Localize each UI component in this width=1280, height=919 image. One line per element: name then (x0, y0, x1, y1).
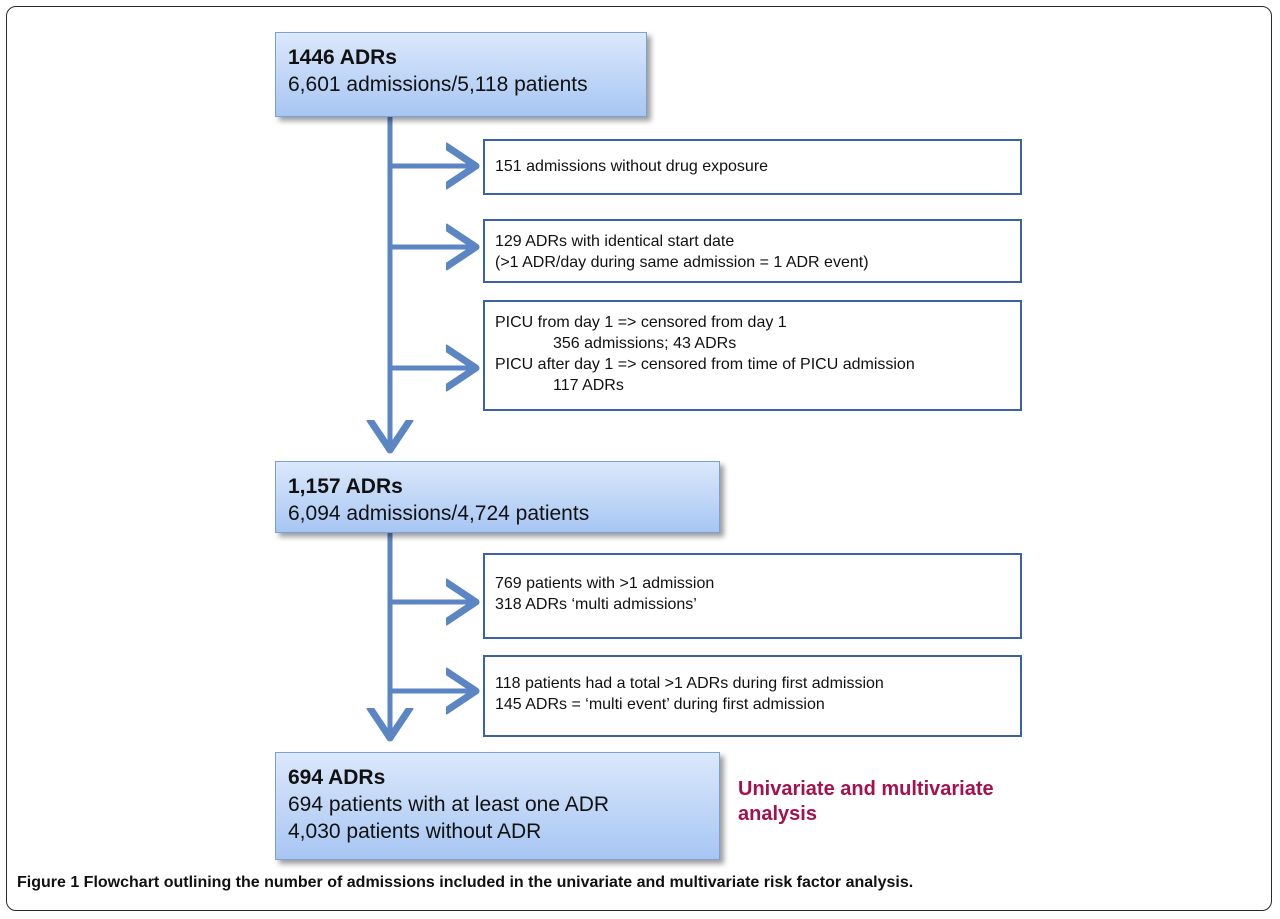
exclusion-text: 117 ADRs (553, 377, 624, 394)
stage-box-intermediate: 1,157 ADRs 6,094 admissions/4,724 patien… (275, 461, 720, 533)
stage-title: 1446 ADRs (288, 46, 397, 69)
stage-box-final: 694 ADRs 694 patients with at least one … (275, 752, 720, 860)
exclusion-text: 118 patients had a total >1 ADRs during … (495, 675, 884, 692)
stage-detail: 694 patients with at least one ADR (288, 793, 610, 816)
exclusion-text: PICU from day 1 => censored from day 1 (495, 314, 787, 331)
exclusion-text: 318 ADRs ‘multi admissions’ (495, 596, 697, 613)
exclusion-text: 356 admissions; 43 ADRs (553, 335, 737, 352)
exclusion-text: 145 ADRs = ‘multi event’ during first ad… (495, 696, 825, 713)
stage-detail: 4,030 patients without ADR (288, 820, 542, 843)
exclusion-box: 118 patients had a total >1 ADRs during … (483, 655, 1022, 737)
stage-box-initial: 1446 ADRs 6,601 admissions/5,118 patient… (275, 32, 647, 117)
stage-title: 694 ADRs (288, 766, 386, 789)
analysis-note: Univariate and multivariate analysis (738, 778, 994, 825)
exclusion-text: (>1 ADR/day during same admission = 1 AD… (495, 254, 869, 271)
exclusion-box: 151 admissions without drug exposure (483, 139, 1022, 195)
stage-title: 1,157 ADRs (288, 475, 403, 498)
exclusion-text: 769 patients with >1 admission (495, 575, 715, 592)
figure-caption: Figure 1 Flowchart outlining the number … (17, 874, 914, 891)
figure-frame (6, 6, 1272, 911)
exclusion-box: 129 ADRs with identical start date (>1 A… (483, 219, 1022, 283)
stage-detail: 6,094 admissions/4,724 patients (288, 502, 590, 525)
stage-detail: 6,601 admissions/5,118 patients (288, 73, 588, 96)
exclusion-text: PICU after day 1 => censored from time o… (495, 356, 915, 373)
exclusion-text: 129 ADRs with identical start date (495, 233, 735, 250)
exclusion-text: 151 admissions without drug exposure (495, 158, 769, 175)
exclusion-box: 769 patients with >1 admission 318 ADRs … (483, 553, 1022, 639)
exclusion-box: PICU from day 1 => censored from day 1 3… (483, 300, 1022, 411)
